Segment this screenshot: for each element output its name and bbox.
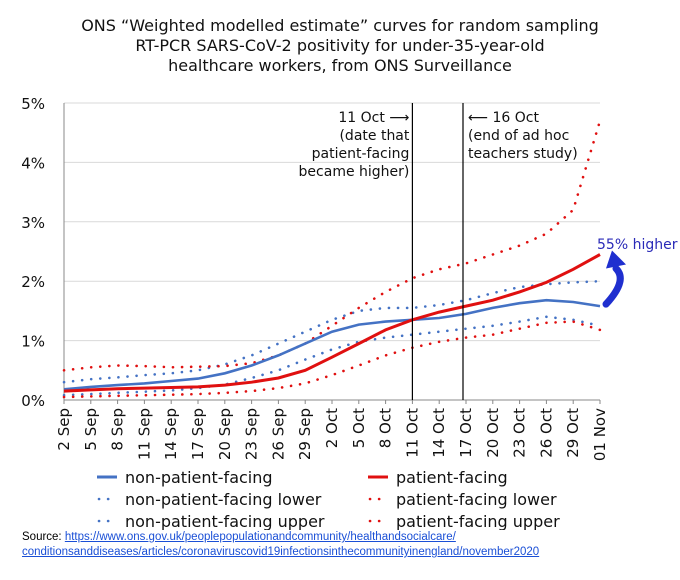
legend-label: non-patient-facing: [125, 468, 273, 487]
oct11-note-line: became higher): [299, 164, 410, 180]
x-tick-label: 01 Nov: [591, 408, 609, 461]
x-tick-label: 2 Sep: [55, 408, 73, 451]
x-tick-label: 23 Oct: [511, 408, 529, 458]
annotations: 11 Oct ⟶ (date that patient-facing became h…: [299, 103, 678, 400]
legend-label: non-patient-facing lower: [125, 490, 322, 509]
oct16-note-line: (end of ad hoc: [468, 128, 569, 144]
x-tick-label: 8 Oct: [377, 408, 395, 448]
oct11-note-line: patient-facing: [312, 146, 410, 162]
source-label: Source:: [22, 531, 65, 543]
x-tick-label: 17 Sep: [189, 408, 207, 460]
y-tick-label: 3%: [21, 214, 45, 232]
y-tick-label: 0%: [21, 392, 45, 410]
title-line: ONS “Weighted modelled estimate” curves …: [81, 16, 599, 35]
legend: non-patient-facing patient-facing non-pati…: [97, 468, 560, 530]
title-line: RT-PCR SARS-CoV-2 positivity for under-3…: [135, 36, 544, 55]
series-patient-facing-upper: [62, 119, 602, 372]
x-tick-label: 23 Sep: [243, 408, 261, 460]
source-note: Source: https://www.ons.gov.uk/peoplepop…: [22, 530, 672, 560]
x-tick-label: 11 Sep: [135, 408, 153, 460]
x-tick-label: 5 Sep: [82, 408, 100, 451]
x-axis: 2 Sep 5 Sep 8 Sep 11 Sep 14 Sep 17 Sep 20 Sep 2…: [55, 400, 609, 461]
series-patient-facing-lower: [62, 320, 602, 399]
grid: [63, 102, 600, 401]
difference-arrow-head: [606, 250, 626, 269]
series-non-patient-facing-lower: [62, 315, 602, 397]
y-tick-label: 4%: [21, 154, 45, 172]
oct11-note-line: 11 Oct ⟶: [338, 110, 409, 126]
legend-label: patient-facing: [396, 468, 508, 487]
x-tick-label: 29 Oct: [564, 408, 582, 458]
legend-label: patient-facing lower: [396, 490, 557, 509]
x-tick-label: 20 Oct: [484, 408, 502, 458]
x-tick-label: 8 Sep: [109, 408, 127, 451]
x-tick-label: 26 Sep: [269, 408, 287, 460]
legend-label: non-patient-facing upper: [125, 512, 325, 530]
y-tick-label: 5%: [21, 95, 45, 113]
difference-arrow: [602, 264, 624, 308]
oct16-note-line: ⟵ 16 Oct: [468, 110, 540, 126]
legend-label: patient-facing upper: [396, 512, 560, 530]
source-url-line2: conditionsanddiseases/articles/coronavir…: [22, 546, 540, 558]
x-tick-label: 20 Sep: [216, 408, 234, 460]
y-tick-label: 2%: [21, 273, 45, 291]
y-tick-label: 1%: [21, 333, 45, 351]
x-tick-label: 11 Oct: [403, 408, 421, 458]
title-line: healthcare workers, from ONS Surveillanc…: [168, 56, 512, 75]
x-tick-label: 17 Oct: [457, 408, 475, 458]
y-axis: 0% 1% 2% 3% 4% 5%: [21, 95, 45, 410]
higher-label: 55% higher: [597, 237, 678, 253]
chart: ONS “Weighted modelled estimate” curves …: [21, 16, 678, 530]
series-patient-facing: [63, 253, 601, 393]
x-tick-label: 5 Oct: [350, 408, 368, 448]
source-link[interactable]: https://www.ons.gov.uk/peoplepopulationa…: [22, 531, 539, 558]
chart-title: ONS “Weighted modelled estimate” curves …: [81, 16, 599, 75]
x-tick-label: 26 Oct: [537, 408, 555, 458]
x-tick-label: 29 Sep: [296, 408, 314, 460]
x-tick-label: 14 Sep: [162, 408, 180, 460]
series-group: [62, 119, 602, 399]
oct16-note-line: teachers study): [468, 146, 578, 162]
oct11-note-line: (date that: [339, 128, 409, 144]
x-tick-label: 2 Oct: [323, 408, 341, 448]
x-tick-label: 14 Oct: [430, 408, 448, 458]
series-non-patient-facing: [63, 298, 601, 391]
source-url-line1: https://www.ons.gov.uk/peoplepopulationa…: [64, 531, 456, 543]
